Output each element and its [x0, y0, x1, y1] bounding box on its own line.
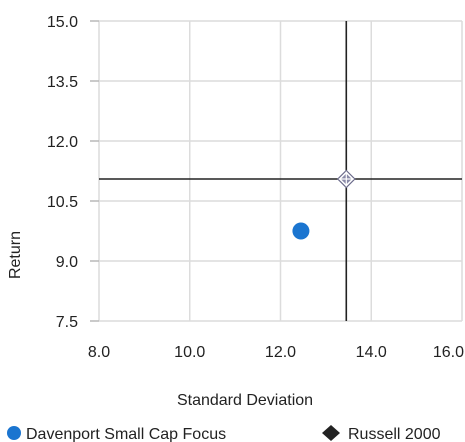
chart-legend: Davenport Small Cap Focus Russell 2000: [7, 425, 441, 442]
x-axis-title: Standard Deviation: [177, 392, 313, 409]
x-tick-label: 16.0: [433, 344, 464, 361]
chart-grid: [90, 20, 463, 322]
y-tick-label: 7.5: [56, 314, 78, 331]
y-tick-label: 15.0: [47, 14, 78, 31]
y-tick-label: 12.0: [47, 134, 78, 151]
x-tick-label: 12.0: [265, 344, 296, 361]
chart-points: [292, 169, 356, 240]
x-tick-label: 10.0: [174, 344, 205, 361]
x-axis-ticks: 8.0 10.0 12.0 14.0 16.0: [88, 344, 464, 361]
x-tick-label: 8.0: [88, 344, 110, 361]
data-point-fund: [292, 222, 310, 240]
legend-label: Russell 2000: [348, 426, 441, 442]
y-axis-ticks: 15.0 13.5 12.0 10.5 9.0 7.5: [47, 14, 78, 331]
y-axis-title: Return: [7, 231, 24, 279]
y-tick-label: 9.0: [56, 254, 78, 271]
legend-marker-circle: [7, 426, 21, 440]
legend-label: Davenport Small Cap Focus: [26, 426, 226, 442]
y-tick-label: 13.5: [47, 74, 78, 91]
x-tick-label: 14.0: [356, 344, 387, 361]
legend-marker-diamond: [322, 425, 340, 441]
y-tick-label: 10.5: [47, 194, 78, 211]
